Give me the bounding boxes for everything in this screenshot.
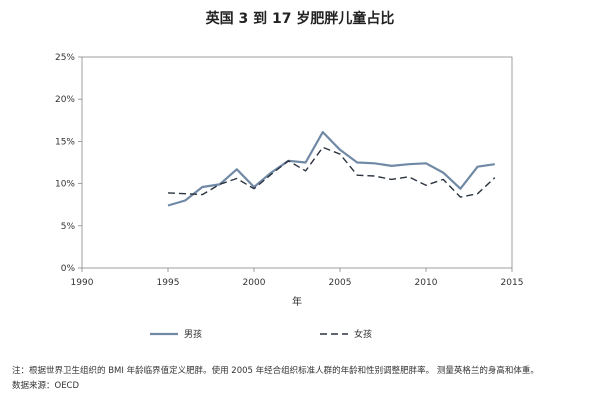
plot-area [81,56,513,269]
x-tick-label: 1990 [71,278,94,288]
y-tick-label: 15% [55,137,75,147]
x-tick-label: 2000 [243,278,266,288]
x-tick-label: 2010 [415,278,438,288]
legend: 男孩 女孩 [150,328,372,340]
y-tick-label: 25% [55,53,75,63]
series-line-girls [167,146,496,198]
y-tick-label: 10% [55,180,75,190]
series-lines [167,131,496,207]
footnote: 注：根据世界卫生组织的 BMI 年龄临界值定义肥胖。使用 2005 年经合组织标… [12,366,539,376]
x-axis: 1990 1995 2000 2005 2010 2015 [71,268,524,288]
series-line-boys [167,131,495,207]
x-axis-label: 年 [292,295,302,308]
data-source: 数据来源：OECD [12,381,80,391]
legend-label: 女孩 [354,328,372,340]
x-tick-label: 2005 [329,278,352,288]
y-tick-label: 5% [61,222,76,232]
y-tick-label: 0% [61,264,76,274]
x-tick-label: 2015 [501,278,524,288]
legend-label: 男孩 [184,328,202,340]
chart-title: 英国 3 到 17 岁肥胖儿童占比 [205,11,395,27]
y-axis: 0% 5% 10% 15% 20% 25% [55,53,82,274]
x-tick-label: 1995 [157,278,180,288]
y-tick-label: 20% [55,95,75,105]
